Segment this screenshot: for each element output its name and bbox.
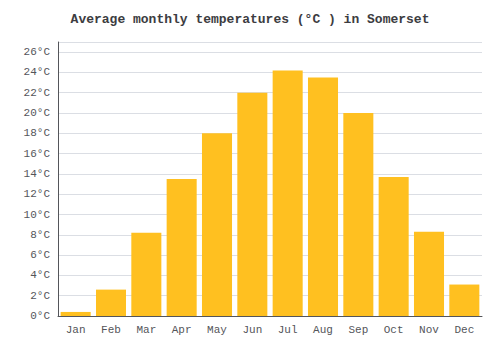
- svg-text:0°C: 0°C: [30, 310, 50, 322]
- svg-text:4°C: 4°C: [30, 269, 50, 281]
- svg-text:18°C: 18°C: [24, 127, 51, 139]
- svg-text:8°C: 8°C: [30, 229, 50, 241]
- svg-text:Oct: Oct: [384, 324, 404, 336]
- svg-text:Jun: Jun: [242, 324, 262, 336]
- svg-text:Jul: Jul: [278, 324, 298, 336]
- svg-text:Sep: Sep: [348, 324, 368, 336]
- svg-text:Aug: Aug: [313, 324, 333, 336]
- svg-text:Apr: Apr: [172, 324, 192, 336]
- svg-text:22°C: 22°C: [24, 87, 51, 99]
- svg-text:12°C: 12°C: [24, 188, 51, 200]
- svg-text:Nov: Nov: [419, 324, 439, 336]
- svg-text:Feb: Feb: [101, 324, 121, 336]
- svg-text:20°C: 20°C: [24, 107, 51, 119]
- svg-text:Dec: Dec: [454, 324, 474, 336]
- svg-text:Mar: Mar: [136, 324, 156, 336]
- svg-text:26°C: 26°C: [24, 46, 51, 58]
- svg-text:Jan: Jan: [66, 324, 86, 336]
- svg-text:Average monthly temperatures (: Average monthly temperatures (°C ) in So…: [71, 12, 430, 27]
- svg-text:16°C: 16°C: [24, 148, 51, 160]
- svg-text:6°C: 6°C: [30, 249, 50, 261]
- svg-text:24°C: 24°C: [24, 66, 51, 78]
- svg-text:May: May: [207, 324, 227, 336]
- svg-text:14°C: 14°C: [24, 168, 51, 180]
- svg-text:10°C: 10°C: [24, 209, 51, 221]
- svg-text:2°C: 2°C: [30, 290, 50, 302]
